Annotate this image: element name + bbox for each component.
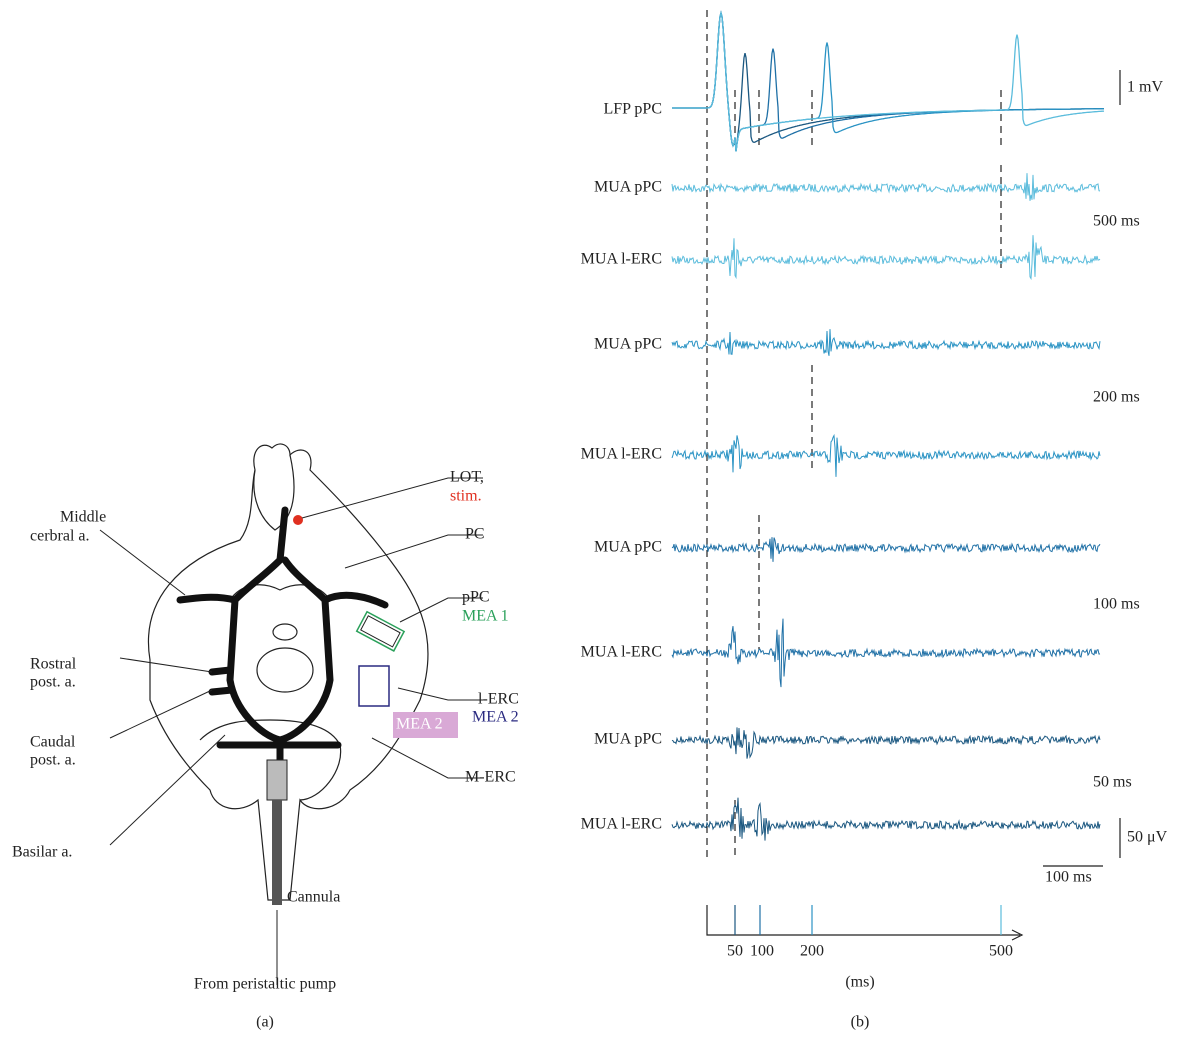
mua-trace [672,798,1100,841]
trace-label: MUA l-ERC [581,251,662,268]
scale-label: 100 ms [1045,869,1092,886]
trace-label: MUA l-ERC [581,446,662,463]
interval-label: 50 ms [1093,774,1132,791]
label: Middle [60,509,106,526]
trace-label: MUA l-ERC [581,816,662,833]
stim-site [293,515,303,525]
trace-label: MUA pPC [594,539,662,556]
label: post. a. [30,674,76,691]
panel-label: (a) [256,1014,274,1031]
mua-trace [672,329,1100,356]
label: Caudal [30,734,76,751]
vessels [180,510,385,765]
label: M-ERC [465,769,516,786]
label: Rostral [30,656,77,673]
label: MEA 1 [462,608,509,625]
label: MEA 2 [396,716,443,733]
trace-label: MUA pPC [594,336,662,353]
label: post. a. [30,752,76,769]
label: LOT, [450,469,484,486]
cannula [272,800,282,905]
label: Basilar a. [12,844,72,861]
panel-label: (b) [851,1014,870,1031]
mua-trace [672,619,1100,688]
mua-trace [672,173,1100,201]
axis-tick-label: 500 [989,943,1013,960]
axis-tick-label: 200 [800,943,824,960]
label: From peristaltic pump [194,976,336,993]
interval-label: 500 ms [1093,213,1140,230]
mea-1 [357,612,404,651]
lfp-trace [672,13,1104,151]
label: stim. [450,488,482,505]
scale-bars [707,70,1120,940]
axis-unit: (ms) [845,974,874,991]
label: PC [465,526,485,543]
trace-label: LFP pPC [603,101,662,118]
label: MEA 2 [472,709,519,726]
label: Cannula [287,889,340,906]
trace-label: MUA pPC [594,731,662,748]
label: cerbral a. [30,528,90,545]
mua-trace [672,537,1100,562]
cannula-tip [267,760,287,800]
figure: LOT, stim. Middle cerbral a. PC pPC MEA … [0,0,1183,1040]
interval-label: 100 ms [1093,596,1140,613]
mua-trace [672,435,1100,476]
label: pPC [462,589,490,606]
traces: LFP pPC MUA pPC MUA l-ERC MUA pPC MUA l-ERC M… [581,13,1104,841]
mua-trace [672,235,1100,278]
mea-2 [359,666,389,706]
scale-label: 50 μV [1127,829,1168,846]
trace-label: MUA l-ERC [581,644,662,661]
axis-tick-label: 100 [750,943,774,960]
trace-label: MUA pPC [594,179,662,196]
label: l-ERC [478,691,519,708]
scale-label: 1 mV [1127,79,1163,96]
axis-tick-label: 50 [727,943,743,960]
lfp-trace [672,13,1104,151]
lfp-trace [672,13,1104,151]
mua-trace [672,727,1100,758]
interval-label: 200 ms [1093,389,1140,406]
lfp-trace [672,13,1104,151]
